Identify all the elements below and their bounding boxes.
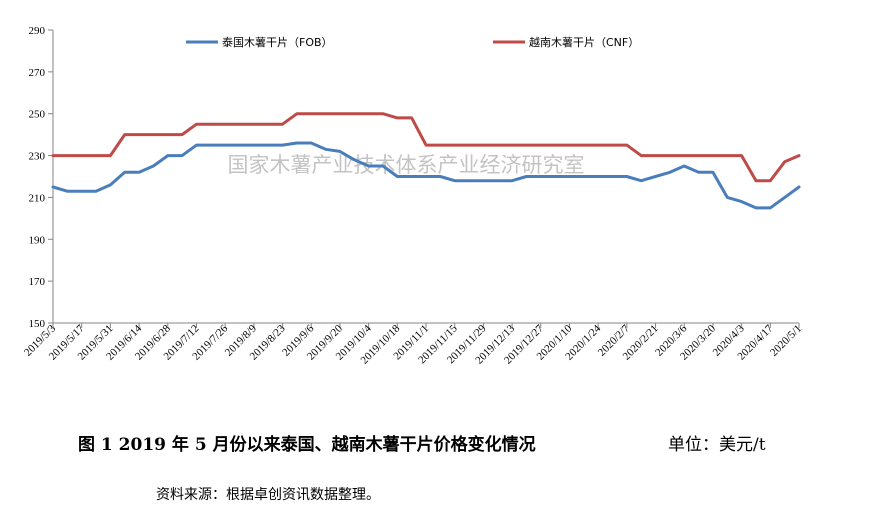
source-note: 资料来源：根据卓创资讯数据整理。 bbox=[156, 487, 380, 503]
legend-label-1: 泰国木薯干片（FOB） bbox=[222, 35, 333, 49]
legend: 泰国木薯干片（FOB） 越南木薯干片（CNF） bbox=[186, 35, 639, 49]
legend-label-2: 越南木薯干片（CNF） bbox=[529, 35, 639, 49]
y-tick-label: 290 bbox=[29, 25, 46, 37]
y-tick-label: 150 bbox=[29, 318, 46, 330]
series-line-1 bbox=[51, 141, 801, 210]
series-line-2 bbox=[51, 112, 801, 183]
y-tick-label: 270 bbox=[29, 67, 46, 79]
line-chart: 150 170 190 210 230 250 270 290 2019/5/32019/5/… bbox=[22, 25, 804, 367]
x-tick-label: 2020/5/1 bbox=[768, 323, 804, 359]
y-tick-label: 170 bbox=[29, 276, 46, 288]
watermark-text: 国家木薯产业技术体系产业经济研究室 bbox=[228, 153, 585, 177]
figure-caption: 图 1 2019 年 5 月份以来泰国、越南木薯干片价格变化情况 bbox=[78, 435, 536, 455]
x-axis: 2019/5/32019/5/172019/5/312019/6/142019/… bbox=[22, 322, 804, 366]
y-tick-label: 190 bbox=[29, 234, 46, 246]
unit-label: 单位：美元/t bbox=[668, 435, 766, 455]
y-tick-label: 210 bbox=[29, 192, 46, 204]
series-layer bbox=[51, 112, 801, 210]
y-tick-label: 230 bbox=[29, 151, 46, 163]
y-tick-label: 250 bbox=[29, 109, 46, 121]
y-axis: 150 170 190 210 230 250 270 290 bbox=[29, 25, 54, 330]
